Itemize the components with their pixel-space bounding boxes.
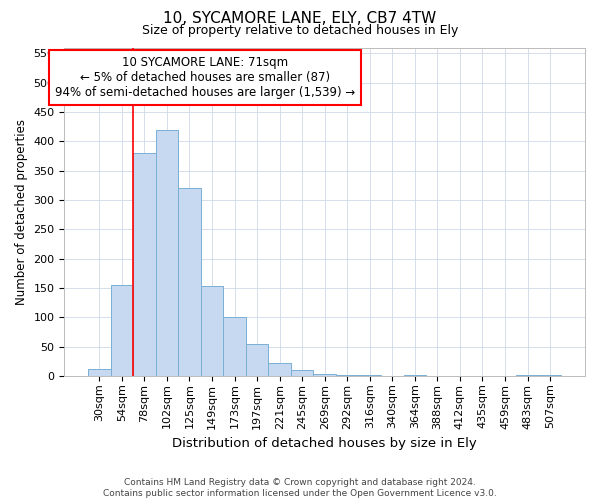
Bar xyxy=(88,369,110,376)
X-axis label: Distribution of detached houses by size in Ely: Distribution of detached houses by size … xyxy=(172,437,477,450)
Text: Size of property relative to detached houses in Ely: Size of property relative to detached ho… xyxy=(142,24,458,37)
Bar xyxy=(539,374,562,376)
Bar xyxy=(516,374,539,376)
Text: 10 SYCAMORE LANE: 71sqm
← 5% of detached houses are smaller (87)
94% of semi-det: 10 SYCAMORE LANE: 71sqm ← 5% of detached… xyxy=(55,56,355,98)
Bar xyxy=(223,318,246,376)
Text: Contains HM Land Registry data © Crown copyright and database right 2024.
Contai: Contains HM Land Registry data © Crown c… xyxy=(103,478,497,498)
Bar xyxy=(178,188,201,376)
Bar xyxy=(313,374,336,376)
Bar xyxy=(291,370,313,376)
Bar xyxy=(201,286,223,376)
Bar xyxy=(155,130,178,376)
Bar xyxy=(359,374,381,376)
Y-axis label: Number of detached properties: Number of detached properties xyxy=(15,118,28,304)
Text: 10, SYCAMORE LANE, ELY, CB7 4TW: 10, SYCAMORE LANE, ELY, CB7 4TW xyxy=(163,11,437,26)
Bar xyxy=(110,285,133,376)
Bar xyxy=(268,363,291,376)
Bar xyxy=(246,344,268,376)
Bar xyxy=(133,153,155,376)
